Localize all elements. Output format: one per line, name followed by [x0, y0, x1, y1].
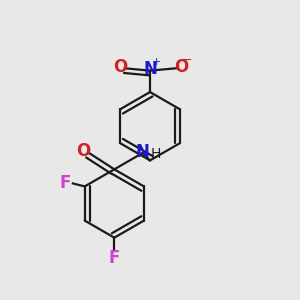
Text: −: −: [182, 54, 193, 67]
Text: N: N: [143, 61, 157, 79]
Text: O: O: [76, 142, 91, 160]
Text: O: O: [174, 58, 188, 76]
Text: O: O: [113, 58, 127, 76]
Text: N: N: [136, 143, 149, 161]
Text: +: +: [152, 57, 161, 67]
Text: F: F: [109, 249, 120, 267]
Text: F: F: [59, 173, 71, 191]
Text: H: H: [151, 148, 161, 161]
